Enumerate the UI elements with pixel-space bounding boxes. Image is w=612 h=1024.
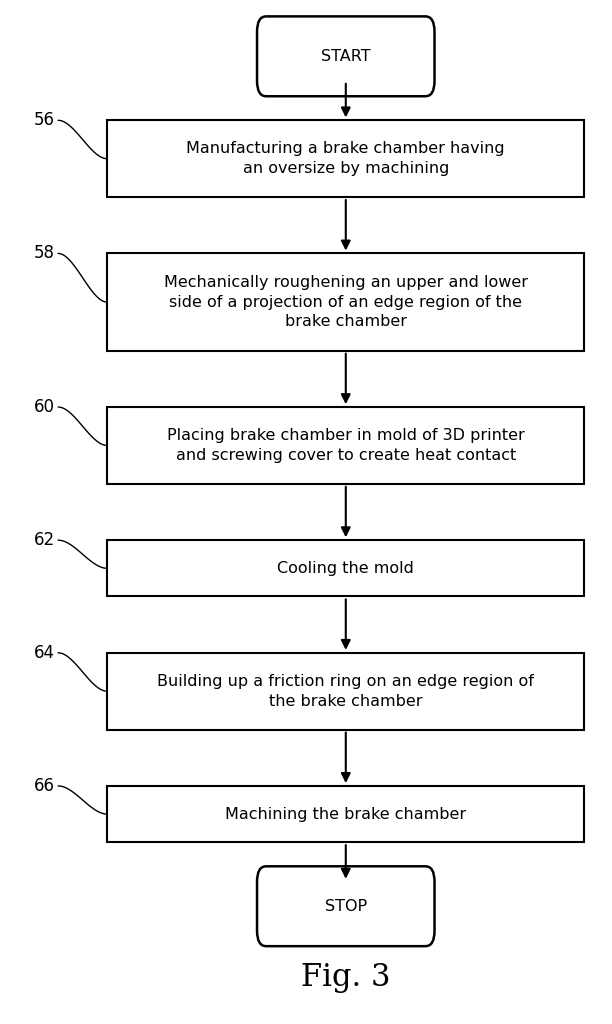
Text: Fig. 3: Fig. 3 [301, 963, 390, 993]
Text: Mechanically roughening an upper and lower
side of a projection of an edge regio: Mechanically roughening an upper and low… [164, 274, 528, 330]
Text: START: START [321, 49, 371, 63]
Text: STOP: STOP [325, 899, 367, 913]
Text: Manufacturing a brake chamber having
an oversize by machining: Manufacturing a brake chamber having an … [187, 141, 505, 176]
FancyBboxPatch shape [107, 254, 584, 350]
Text: 64: 64 [34, 644, 55, 662]
FancyBboxPatch shape [107, 408, 584, 484]
FancyBboxPatch shape [107, 541, 584, 596]
Text: 56: 56 [34, 112, 55, 129]
FancyBboxPatch shape [107, 121, 584, 197]
Text: 62: 62 [34, 531, 55, 549]
FancyBboxPatch shape [257, 866, 435, 946]
Text: Machining the brake chamber: Machining the brake chamber [225, 807, 466, 821]
Text: 60: 60 [34, 398, 55, 416]
Text: Building up a friction ring on an edge region of
the brake chamber: Building up a friction ring on an edge r… [157, 674, 534, 709]
Text: Cooling the mold: Cooling the mold [277, 561, 414, 575]
Text: Placing brake chamber in mold of 3D printer
and screwing cover to create heat co: Placing brake chamber in mold of 3D prin… [167, 428, 524, 463]
Text: 66: 66 [34, 777, 55, 795]
FancyBboxPatch shape [107, 653, 584, 729]
FancyBboxPatch shape [257, 16, 435, 96]
Text: 58: 58 [34, 245, 55, 262]
FancyBboxPatch shape [107, 786, 584, 842]
